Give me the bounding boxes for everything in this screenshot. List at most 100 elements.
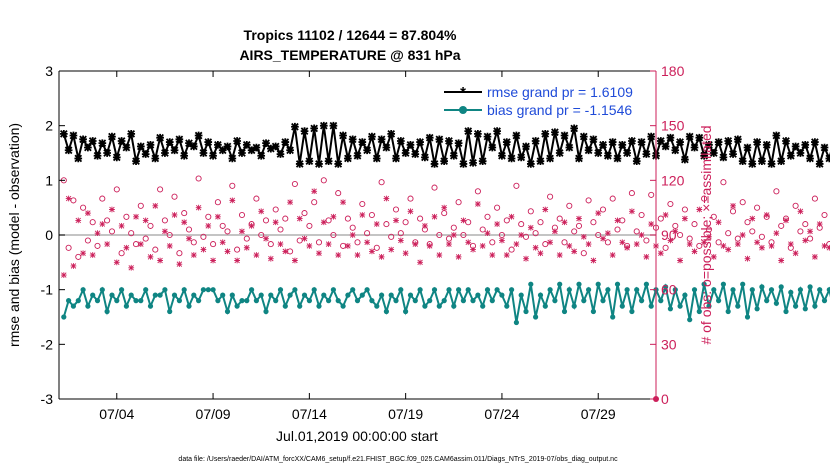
obs-assimilated-marker: [344, 243, 351, 249]
bias-marker: [301, 292, 308, 298]
obs-assimilated-marker: [715, 219, 722, 226]
y-tick-label: 2: [45, 118, 53, 134]
x-tick-label: 07/04: [99, 406, 134, 422]
obs-assimilated-marker: [397, 237, 404, 244]
obs-assimilated-marker: [619, 239, 626, 246]
rmse-marker: [132, 157, 140, 166]
obs-assimilated-marker: [792, 250, 799, 257]
obs-possible-marker: [807, 235, 814, 242]
data-file-footer: data file: /Users/raeder/DAI/ATM_forcXX/…: [178, 456, 618, 463]
rmse-marker: [430, 160, 439, 168]
obs-assimilated-marker: [802, 237, 809, 244]
obs-assimilated-marker: [123, 244, 130, 251]
rmse-marker: [454, 139, 463, 147]
rmse-marker: [618, 140, 627, 149]
obs-assimilated-marker: [725, 246, 732, 253]
obs-possible-marker: [677, 231, 684, 239]
legend-rmse-label: rmse grand pr = 1.6109: [487, 84, 633, 100]
rmse-marker: [98, 139, 107, 147]
bias-marker: [586, 287, 592, 293]
obs-assimilated-marker: [75, 217, 82, 224]
bias-marker: [215, 298, 221, 304]
rmse-marker: [791, 142, 800, 151]
obs-possible-marker: [729, 208, 737, 215]
bias-marker: [109, 292, 115, 298]
rmse-marker: [555, 149, 564, 157]
bias-marker: [542, 303, 548, 309]
rmse-marker: [165, 138, 174, 146]
obs-possible-marker: [388, 233, 395, 240]
bias-marker: [427, 298, 433, 304]
bias-marker: [133, 298, 139, 304]
bias-marker: [176, 298, 182, 304]
obs-possible-marker: [527, 208, 534, 215]
bias-marker: [619, 303, 625, 309]
obs-possible-marker: [575, 222, 583, 229]
y2-tick-label: 0: [661, 391, 669, 407]
rmse-marker: [59, 130, 68, 138]
bias-marker: [345, 292, 351, 298]
obs-assimilated-marker: [691, 248, 698, 255]
rmse-marker: [623, 149, 631, 157]
obs-possible-marker: [696, 242, 703, 249]
obs-assimilated-marker: [133, 213, 139, 220]
rmse-marker: [117, 137, 126, 145]
rmse-marker: [483, 132, 492, 141]
obs-possible-marker: [811, 195, 818, 202]
obs-possible-marker: [513, 182, 520, 189]
bias-marker: [639, 298, 645, 304]
rmse-marker: [594, 149, 603, 157]
obs-possible-marker: [306, 222, 313, 229]
obs-assimilated-marker: [787, 241, 794, 247]
rmse-marker: [820, 143, 829, 152]
obs-possible-marker: [773, 188, 780, 195]
bias-marker: [330, 287, 336, 293]
obs-possible-marker: [253, 195, 260, 202]
x-tick-label: 07/24: [484, 406, 519, 422]
obs-assimilated-marker: [128, 264, 135, 271]
obs-assimilated-marker: [441, 204, 448, 211]
obs-assimilated-marker: [373, 221, 380, 227]
obs-possible-marker: [108, 228, 116, 235]
bias-marker: [821, 298, 828, 304]
obs-assimilated-marker: [296, 215, 303, 222]
rmse-marker: [507, 154, 516, 163]
obs-possible-marker: [720, 179, 727, 186]
obs-possible-marker: [176, 250, 183, 257]
obs-assimilated-marker: [85, 210, 91, 217]
obs-assimilated-marker: [629, 208, 635, 215]
obs-possible-marker: [378, 179, 385, 186]
obs-possible-marker: [373, 244, 380, 251]
obs-possible-marker: [330, 231, 337, 239]
obs-assimilated-marker: [210, 257, 216, 264]
obs-possible-marker: [725, 230, 732, 237]
rmse-marker: [319, 121, 328, 130]
obs-possible-marker: [705, 226, 713, 233]
obs-possible-marker: [224, 228, 231, 235]
rmse-marker: [247, 146, 256, 155]
obs-assimilated-marker: [219, 239, 226, 246]
legend-box: [438, 79, 649, 121]
bias-marker: [817, 287, 823, 293]
obs-possible-marker: [344, 215, 351, 222]
bias-marker: [234, 303, 240, 309]
x-tick-label: 07/14: [292, 406, 327, 422]
obs-assimilated-marker: [243, 244, 250, 251]
obs-assimilated-marker: [118, 223, 125, 229]
obs-possible-marker: [364, 230, 371, 237]
bias-marker: [735, 303, 741, 309]
rmse-marker: [185, 139, 193, 147]
legend-rmse-marker: *: [460, 84, 466, 101]
rmse-marker: [772, 131, 781, 140]
obs-assimilated-marker: [349, 232, 356, 238]
obs-possible-marker: [349, 224, 356, 231]
bias-marker: [571, 303, 577, 309]
obs-possible-marker: [185, 226, 193, 233]
obs-assimilated-marker: [431, 213, 438, 220]
rmse-marker: [758, 157, 766, 166]
rmse-marker: [88, 137, 97, 145]
obs-assimilated-marker: [248, 223, 255, 229]
obs-assimilated-marker: [258, 208, 265, 215]
bias-marker: [359, 292, 365, 298]
